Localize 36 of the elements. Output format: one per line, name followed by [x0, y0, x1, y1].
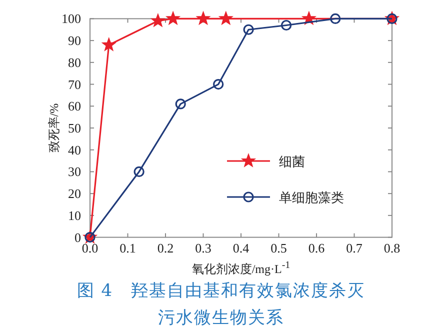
- x-tick-label: 0.1: [120, 240, 136, 256]
- y-tick-label: 50: [68, 120, 81, 136]
- x-tick-label: 0.3: [195, 240, 212, 256]
- y-tick-label: 80: [68, 54, 81, 70]
- point: [166, 12, 180, 24]
- point: [134, 166, 144, 178]
- x-tick-label: 0.5: [270, 240, 287, 256]
- x-tick-label: 0.8: [384, 240, 400, 256]
- y-tick-label: 20: [68, 186, 81, 202]
- legend-label: 细菌: [279, 154, 305, 169]
- point: [102, 38, 116, 51]
- point: [196, 12, 210, 24]
- point: [175, 98, 186, 110]
- x-tick-label: 0.4: [232, 240, 250, 256]
- y-tick-label: 10: [68, 208, 81, 223]
- y-tick-label: 70: [68, 76, 81, 92]
- point: [281, 20, 292, 31]
- y-tick-label: 30: [68, 164, 81, 180]
- point: [219, 12, 233, 24]
- y-tick-label: 40: [68, 142, 81, 158]
- x-tick-label: 0.7: [346, 240, 363, 256]
- x-tick-label: 0.0: [82, 240, 98, 256]
- y-axis-title: 致死率/%: [47, 103, 61, 153]
- point: [243, 24, 254, 35]
- point: [330, 13, 341, 24]
- point: [213, 78, 224, 90]
- x-tick-label: 0.6: [308, 240, 326, 256]
- x-axis-title: 氧化剂浓度/mg·L$^{-1}$: [190, 260, 292, 278]
- y-tick-label: 60: [68, 98, 81, 114]
- legend-label: 单细胞藻类: [279, 190, 344, 205]
- y-tick-label: 90: [68, 33, 81, 48]
- point: [151, 14, 165, 27]
- y-tick-label: 0: [74, 230, 81, 245]
- y-tick-label: 100: [62, 11, 81, 26]
- text: 图 4 羟基自由基和有效氯浓度杀灭污水微生物关系: [76, 280, 366, 330]
- x-tick-label: 0.2: [157, 240, 174, 256]
